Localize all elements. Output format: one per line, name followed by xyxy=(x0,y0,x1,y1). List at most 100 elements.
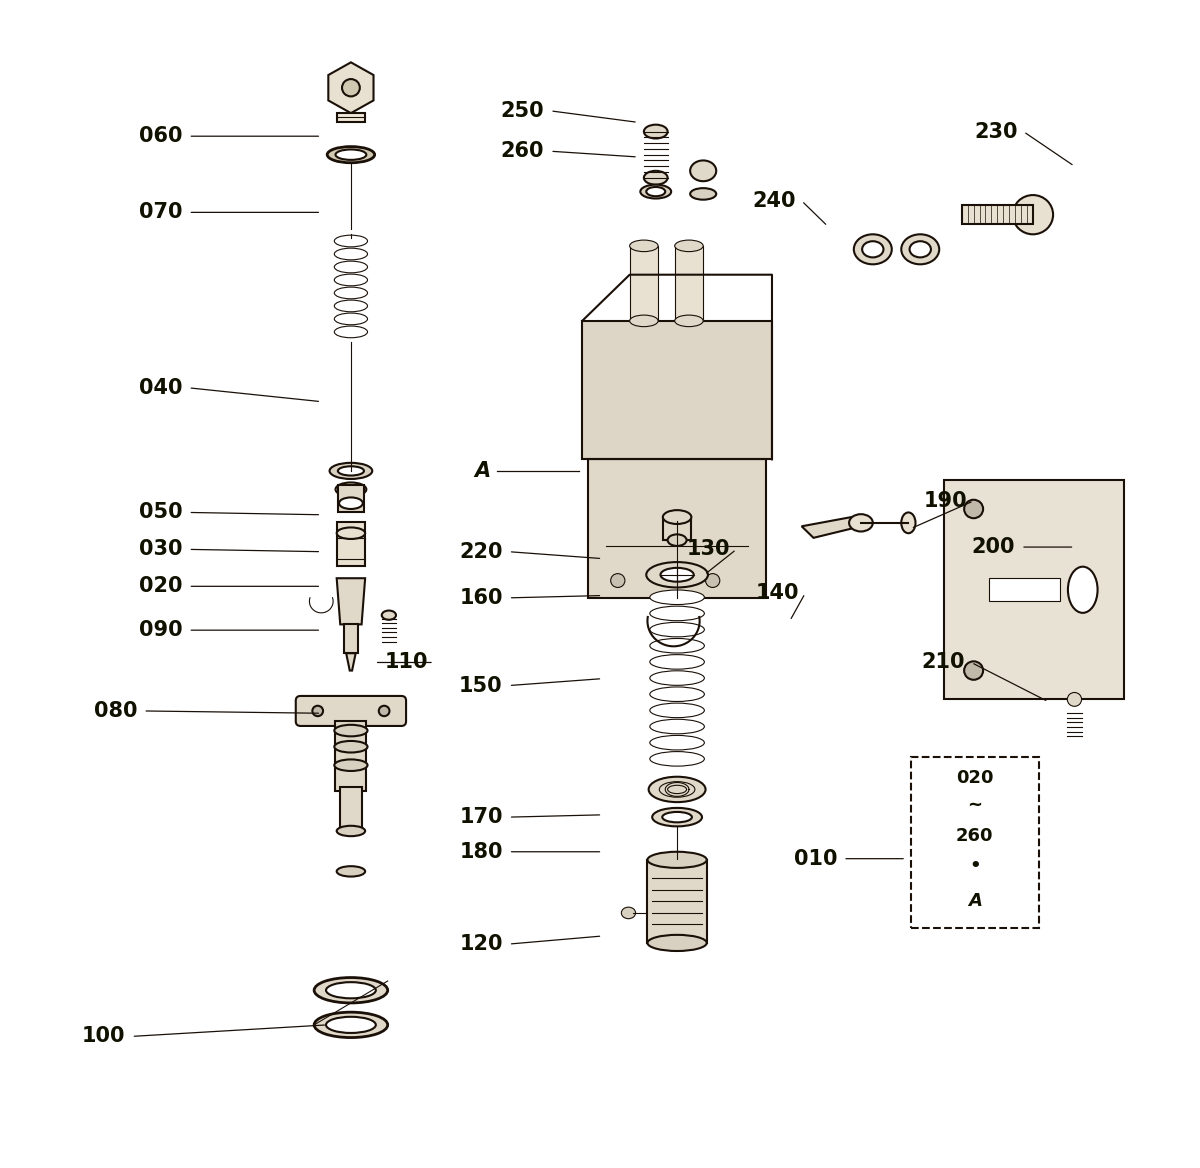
Text: 150: 150 xyxy=(460,675,503,696)
Ellipse shape xyxy=(326,1017,376,1033)
Ellipse shape xyxy=(667,535,686,545)
Ellipse shape xyxy=(335,235,367,246)
Text: 030: 030 xyxy=(139,540,182,559)
Ellipse shape xyxy=(622,908,636,919)
Text: 010: 010 xyxy=(793,849,838,869)
Ellipse shape xyxy=(862,242,883,257)
Text: 190: 190 xyxy=(924,491,967,510)
Ellipse shape xyxy=(901,235,940,264)
Text: 210: 210 xyxy=(922,653,965,673)
Bar xyxy=(588,459,766,598)
Text: 100: 100 xyxy=(82,1027,126,1047)
Bar xyxy=(674,245,703,321)
Bar xyxy=(944,480,1124,700)
Polygon shape xyxy=(346,653,355,670)
Ellipse shape xyxy=(650,703,704,717)
Ellipse shape xyxy=(652,808,702,827)
Ellipse shape xyxy=(337,867,365,876)
Bar xyxy=(337,522,365,565)
Text: 220: 220 xyxy=(460,542,503,562)
Ellipse shape xyxy=(644,125,667,139)
Ellipse shape xyxy=(337,826,365,836)
Text: 260: 260 xyxy=(500,141,545,161)
Ellipse shape xyxy=(650,606,704,620)
Ellipse shape xyxy=(335,759,367,771)
Ellipse shape xyxy=(328,147,374,162)
Ellipse shape xyxy=(964,500,983,519)
Ellipse shape xyxy=(337,528,365,538)
Ellipse shape xyxy=(648,851,707,868)
Ellipse shape xyxy=(644,171,667,185)
Ellipse shape xyxy=(1067,693,1081,707)
Polygon shape xyxy=(329,62,373,113)
Bar xyxy=(911,757,1039,927)
Text: 140: 140 xyxy=(756,583,799,603)
Text: 020: 020 xyxy=(139,576,182,597)
Text: 040: 040 xyxy=(139,377,182,398)
Bar xyxy=(338,485,364,513)
Text: 170: 170 xyxy=(460,807,503,827)
Ellipse shape xyxy=(1013,195,1054,235)
Ellipse shape xyxy=(335,248,367,259)
Ellipse shape xyxy=(335,725,367,736)
Ellipse shape xyxy=(650,719,704,734)
Ellipse shape xyxy=(340,498,362,509)
Ellipse shape xyxy=(630,241,658,251)
Bar xyxy=(337,113,365,123)
Ellipse shape xyxy=(854,235,892,264)
Text: 060: 060 xyxy=(139,126,182,146)
Ellipse shape xyxy=(901,513,916,534)
Ellipse shape xyxy=(674,241,703,251)
Text: 050: 050 xyxy=(139,502,182,522)
Ellipse shape xyxy=(326,982,376,999)
Text: 110: 110 xyxy=(384,653,428,673)
Ellipse shape xyxy=(674,315,703,327)
Ellipse shape xyxy=(335,313,367,325)
Ellipse shape xyxy=(336,150,366,160)
Text: 070: 070 xyxy=(139,202,182,222)
Bar xyxy=(961,206,1033,224)
Bar xyxy=(336,722,366,791)
Ellipse shape xyxy=(662,812,692,822)
Ellipse shape xyxy=(650,623,704,637)
Ellipse shape xyxy=(662,510,691,524)
Ellipse shape xyxy=(660,568,694,582)
Bar xyxy=(343,625,358,653)
Ellipse shape xyxy=(650,670,704,686)
Text: 260: 260 xyxy=(956,827,994,844)
Ellipse shape xyxy=(379,705,390,716)
Ellipse shape xyxy=(611,573,625,588)
Ellipse shape xyxy=(630,315,658,327)
Polygon shape xyxy=(802,517,852,537)
Text: 160: 160 xyxy=(460,588,503,607)
Ellipse shape xyxy=(910,242,931,257)
FancyBboxPatch shape xyxy=(295,696,406,726)
Text: 130: 130 xyxy=(686,540,731,559)
Bar xyxy=(648,860,707,943)
Bar xyxy=(630,245,658,321)
Ellipse shape xyxy=(650,751,704,766)
Ellipse shape xyxy=(690,188,716,200)
Bar xyxy=(662,517,691,540)
Ellipse shape xyxy=(650,654,704,669)
Ellipse shape xyxy=(650,590,704,605)
Ellipse shape xyxy=(647,562,708,588)
Ellipse shape xyxy=(1068,566,1098,613)
Text: 230: 230 xyxy=(974,121,1018,141)
Ellipse shape xyxy=(336,482,366,496)
Text: 250: 250 xyxy=(500,100,545,120)
Ellipse shape xyxy=(335,262,367,273)
Ellipse shape xyxy=(312,705,323,716)
Ellipse shape xyxy=(850,514,872,531)
Ellipse shape xyxy=(335,741,367,752)
Ellipse shape xyxy=(964,661,983,680)
Bar xyxy=(582,321,772,459)
Ellipse shape xyxy=(706,573,720,588)
Text: 090: 090 xyxy=(139,620,182,640)
Text: •: • xyxy=(968,857,980,876)
Polygon shape xyxy=(337,578,365,625)
Ellipse shape xyxy=(650,687,704,702)
Text: 180: 180 xyxy=(460,842,503,862)
Ellipse shape xyxy=(647,187,665,196)
Ellipse shape xyxy=(335,326,367,338)
